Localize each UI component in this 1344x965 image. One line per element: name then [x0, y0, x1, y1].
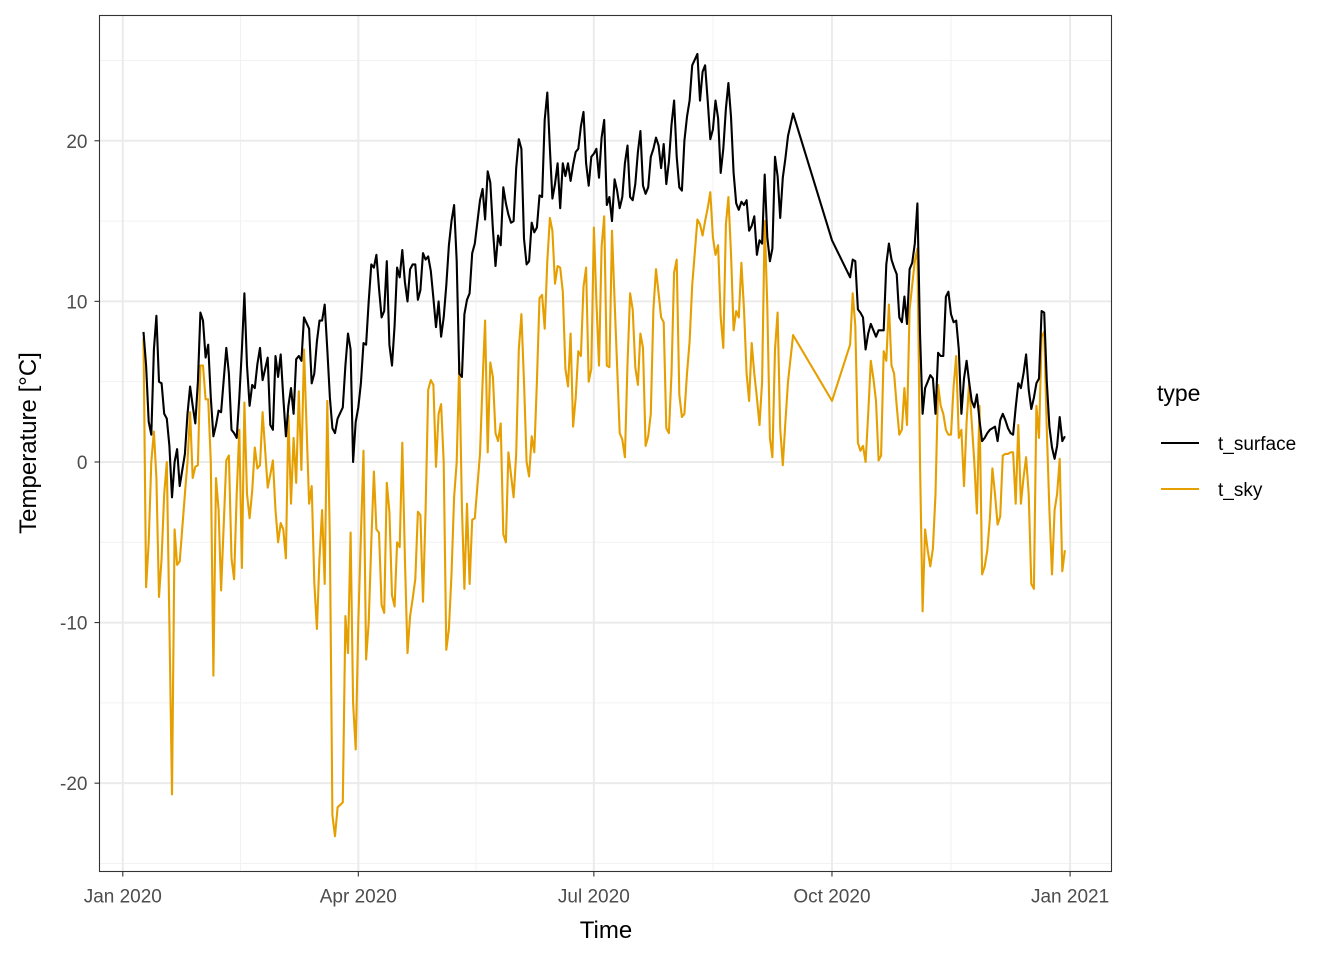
x-tick-label: Jan 2020 — [84, 887, 162, 908]
x-axis-title: Time — [580, 917, 632, 944]
x-axis: Jan 2020 Apr 2020 Jul 2020 Oct 2020 Jan 2021 — [84, 871, 1109, 908]
x-tick-label: Jul 2020 — [558, 887, 630, 908]
legend-title: type — [1157, 380, 1200, 406]
panel-border — [98, 14, 1113, 873]
y-tick-label: 20 — [66, 132, 87, 153]
y-axis-title: Temperature [°C] — [15, 352, 42, 534]
x-tick-label: Oct 2020 — [793, 887, 870, 908]
y-tick-label: -20 — [60, 774, 87, 795]
y-tick-label: 0 — [77, 453, 88, 474]
y-tick-label: 10 — [66, 292, 87, 313]
y-tick-label: -10 — [60, 614, 87, 635]
x-tick-label: Apr 2020 — [320, 887, 397, 908]
series-lines — [142, 52, 1066, 838]
x-tick-label: Jan 2021 — [1031, 887, 1109, 908]
series-line-t-sky — [142, 191, 1066, 838]
y-axis: -20 -10 0 10 20 — [60, 132, 100, 795]
legend-label-t-surface: t_surface — [1218, 434, 1296, 455]
legend: type t_surface t_sky — [1157, 380, 1296, 501]
series-line-t-surface — [142, 52, 1066, 499]
legend-label-t-sky: t_sky — [1218, 480, 1263, 501]
